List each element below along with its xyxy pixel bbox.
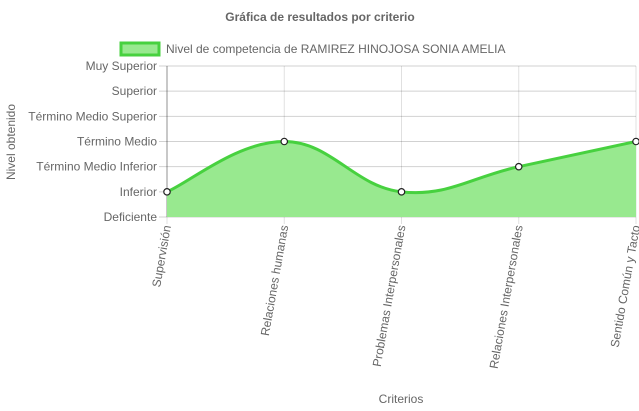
data-point[interactable]	[514, 162, 523, 171]
data-point[interactable]	[163, 188, 171, 196]
x-tick-label: Problemas Interpersonales	[370, 224, 409, 368]
y-tick-label: Superior	[112, 84, 157, 98]
legend-swatch	[119, 41, 161, 57]
y-axis-title: Nivel obtenido	[4, 104, 18, 180]
y-tick-label: Deficiente	[104, 210, 158, 224]
x-tick-label: Supervisión	[149, 224, 174, 288]
legend[interactable]: Nivel de competencia de RAMIREZ HINOJOSA…	[119, 41, 505, 57]
data-point[interactable]	[397, 188, 406, 196]
series-fill	[167, 141, 636, 217]
y-axis-ticks: Deficiente Inferior Término Medio Inferior…	[28, 59, 157, 224]
x-axis-title: Criterios	[379, 392, 424, 406]
y-tick-label: Muy Superior	[86, 59, 157, 73]
x-axis-ticks: Supervisión Relaciones humanas Problemas I…	[149, 224, 639, 370]
data-point[interactable]	[632, 137, 639, 146]
x-tick-label: Relaciones humanas	[258, 224, 291, 337]
data-point[interactable]	[280, 137, 289, 146]
chart-title: Gráfica de resultados por criterio	[225, 10, 414, 24]
x-tick-label: Sentido Común y Tacto	[608, 224, 639, 349]
series-points	[163, 137, 639, 196]
y-tick-label: Término Medio	[77, 135, 157, 149]
legend-label: Nivel de competencia de RAMIREZ HINOJOSA…	[166, 42, 505, 56]
y-tick-label: Término Medio Inferior	[36, 160, 157, 174]
y-tick-label: Inferior	[120, 185, 157, 199]
x-tick-label: Relaciones Interpersonales	[487, 224, 526, 370]
y-tick-label: Término Medio Superior	[28, 109, 157, 123]
